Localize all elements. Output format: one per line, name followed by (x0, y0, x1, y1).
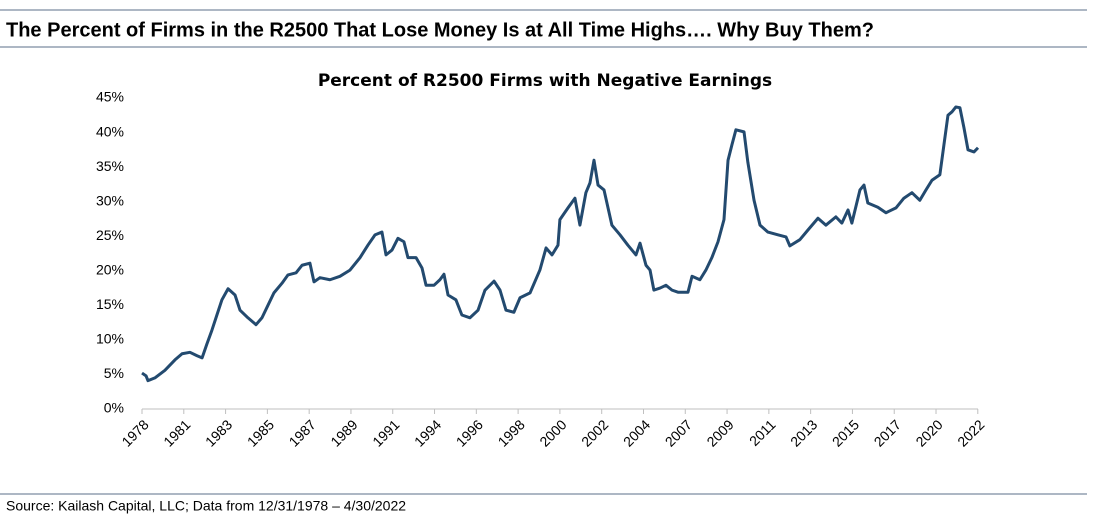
chart-title: Percent of R2500 Firms with Negative Ear… (318, 71, 772, 91)
x-tick-label: 2004 (620, 416, 653, 449)
x-tick-label: 1983 (202, 416, 235, 449)
y-tick-label: 20% (96, 261, 124, 277)
x-tick-label: 2022 (954, 416, 987, 449)
x-tick-label: 1991 (369, 416, 402, 449)
x-tick-label: 2007 (662, 416, 695, 449)
x-tick-label: 2011 (746, 416, 779, 449)
x-tick-label: 1981 (160, 416, 193, 449)
y-tick-label: 10% (96, 331, 124, 347)
slide-title: The Percent of Firms in the R2500 That L… (6, 19, 874, 41)
source: Source: Kailash Capital, LLC; Data from … (6, 498, 406, 514)
y-tick-label: 45% (96, 89, 124, 105)
x-tick-label: 2017 (871, 416, 904, 449)
x-tick-label: 2015 (829, 416, 862, 449)
x-tick-label: 2013 (787, 416, 820, 449)
x-tick-label: 2009 (703, 416, 736, 449)
x-tick-label: 1985 (244, 416, 277, 449)
x-tick-label: 2002 (578, 416, 611, 449)
x-tick-label: 1989 (327, 416, 360, 449)
x-tick-label: 1996 (453, 416, 486, 449)
x-tick-label: 1998 (495, 416, 528, 449)
y-tick-label: 40% (96, 123, 124, 139)
x-tick-label: 2020 (912, 416, 945, 449)
y-tick-label: 0% (104, 400, 124, 416)
line-series (141, 105, 980, 383)
y-tick-label: 35% (96, 158, 124, 174)
x-tick-label: 1994 (411, 416, 444, 449)
x-tick-label: 1978 (118, 416, 151, 449)
x-tick-label: 2000 (536, 416, 569, 449)
y-tick-label: 25% (96, 227, 124, 243)
x-tick-label: 1987 (286, 416, 319, 449)
y-tick-label: 15% (96, 296, 124, 312)
y-tick-label: 5% (104, 365, 124, 381)
y-tick-label: 30% (96, 192, 124, 208)
